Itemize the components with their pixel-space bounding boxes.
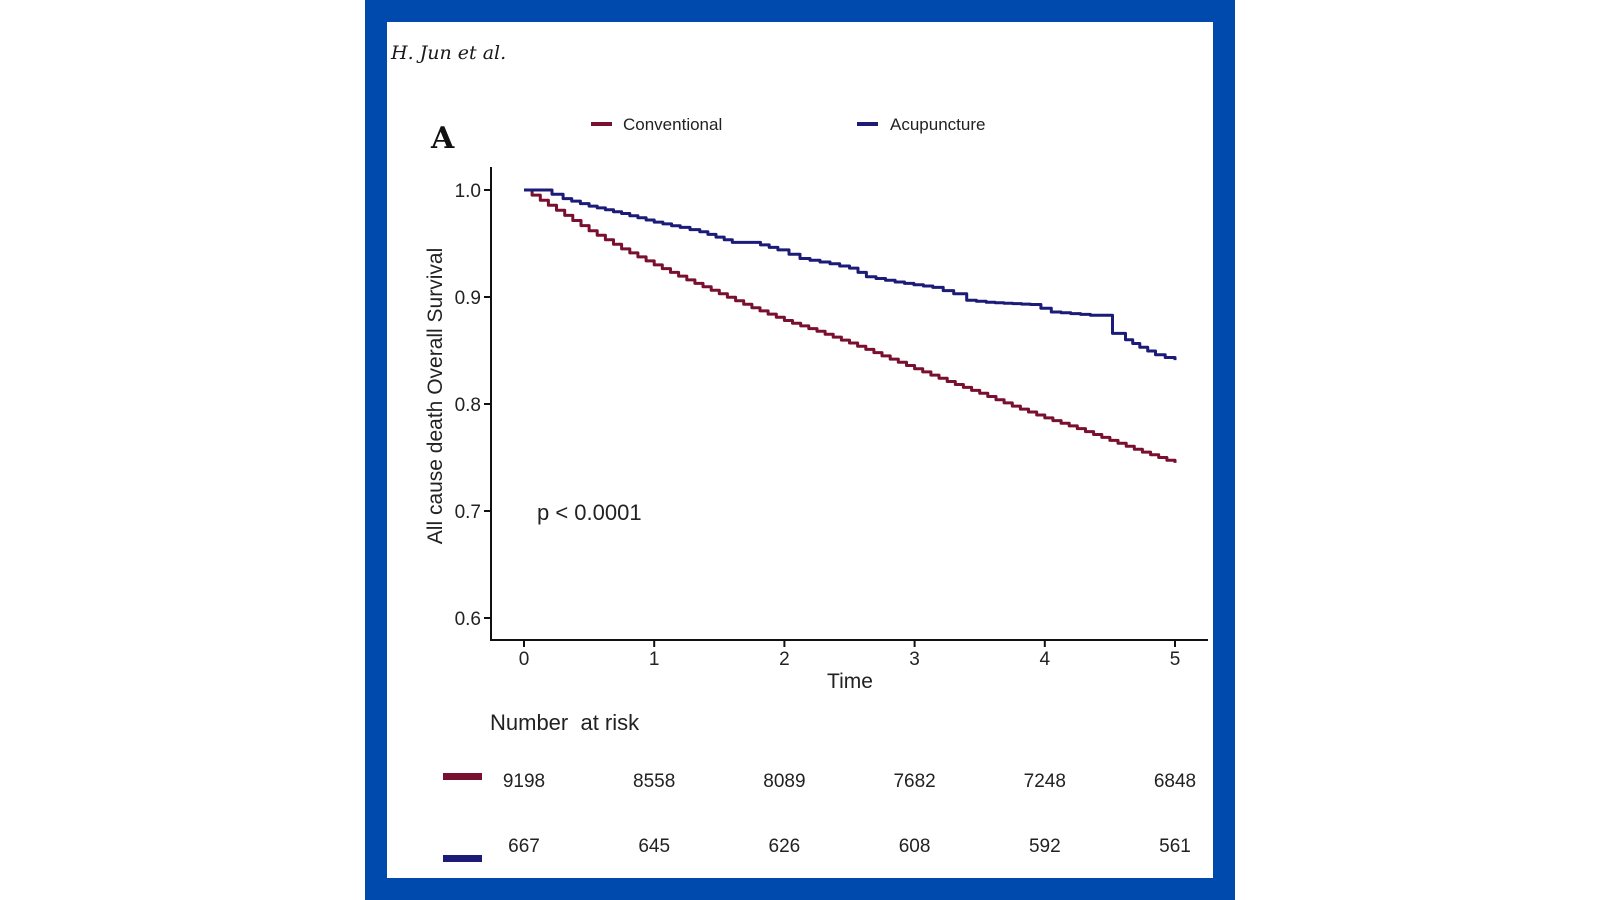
risk-value: 9198 — [503, 771, 545, 792]
legend-label-conventional: Conventional — [623, 115, 722, 134]
risk-row-swatch-acupuncture — [443, 855, 482, 862]
curve-acupuncture — [524, 188, 1177, 361]
x-tick-label: 0 — [519, 649, 530, 670]
y-tick-label: 0.7 — [455, 502, 481, 523]
y-ticks: 0.6 0.7 0.8 0.9 1.0 — [455, 181, 491, 630]
risk-value: 667 — [508, 836, 540, 857]
x-tick-label: 4 — [1040, 649, 1051, 670]
x-tick-label: 1 — [649, 649, 660, 670]
survival-curves — [524, 188, 1177, 463]
risk-table: 9198 8558 8089 7682 7248 6848 667 645 626 608 592 5… — [443, 771, 1196, 862]
curve-conventional — [524, 188, 1177, 463]
x-ticks: 0 1 2 3 4 5 — [519, 640, 1181, 670]
legend: Conventional Acupuncture — [591, 115, 985, 134]
x-tick-label: 2 — [779, 649, 790, 670]
panel-label: A — [430, 121, 455, 156]
risk-value: 608 — [899, 836, 931, 857]
risk-value: 561 — [1159, 836, 1191, 857]
risk-value: 6848 — [1154, 771, 1196, 792]
y-tick-label: 1.0 — [455, 181, 481, 202]
paper-page — [387, 22, 1213, 878]
y-tick-label: 0.9 — [455, 288, 481, 309]
p-value-annotation: p < 0.0001 — [537, 500, 642, 525]
risk-table-title: Number at risk — [490, 710, 640, 735]
y-tick-label: 0.8 — [455, 395, 481, 416]
risk-value: 645 — [638, 836, 670, 857]
risk-value: 592 — [1029, 836, 1061, 857]
x-axis-title: Time — [827, 670, 873, 693]
risk-value: 8089 — [763, 771, 805, 792]
author-header: H. Jun et al. — [391, 42, 507, 64]
risk-row-swatch-conventional — [443, 773, 482, 780]
x-tick-label: 5 — [1170, 649, 1181, 670]
risk-value: 8558 — [633, 771, 675, 792]
x-tick-label: 3 — [909, 649, 920, 670]
legend-label-acupuncture: Acupuncture — [890, 115, 985, 134]
y-tick-label: 0.6 — [455, 609, 481, 630]
risk-value: 7682 — [893, 771, 935, 792]
y-axis-title: All cause death Overall Survival — [424, 248, 447, 544]
risk-value: 626 — [769, 836, 801, 857]
risk-value: 7248 — [1024, 771, 1066, 792]
